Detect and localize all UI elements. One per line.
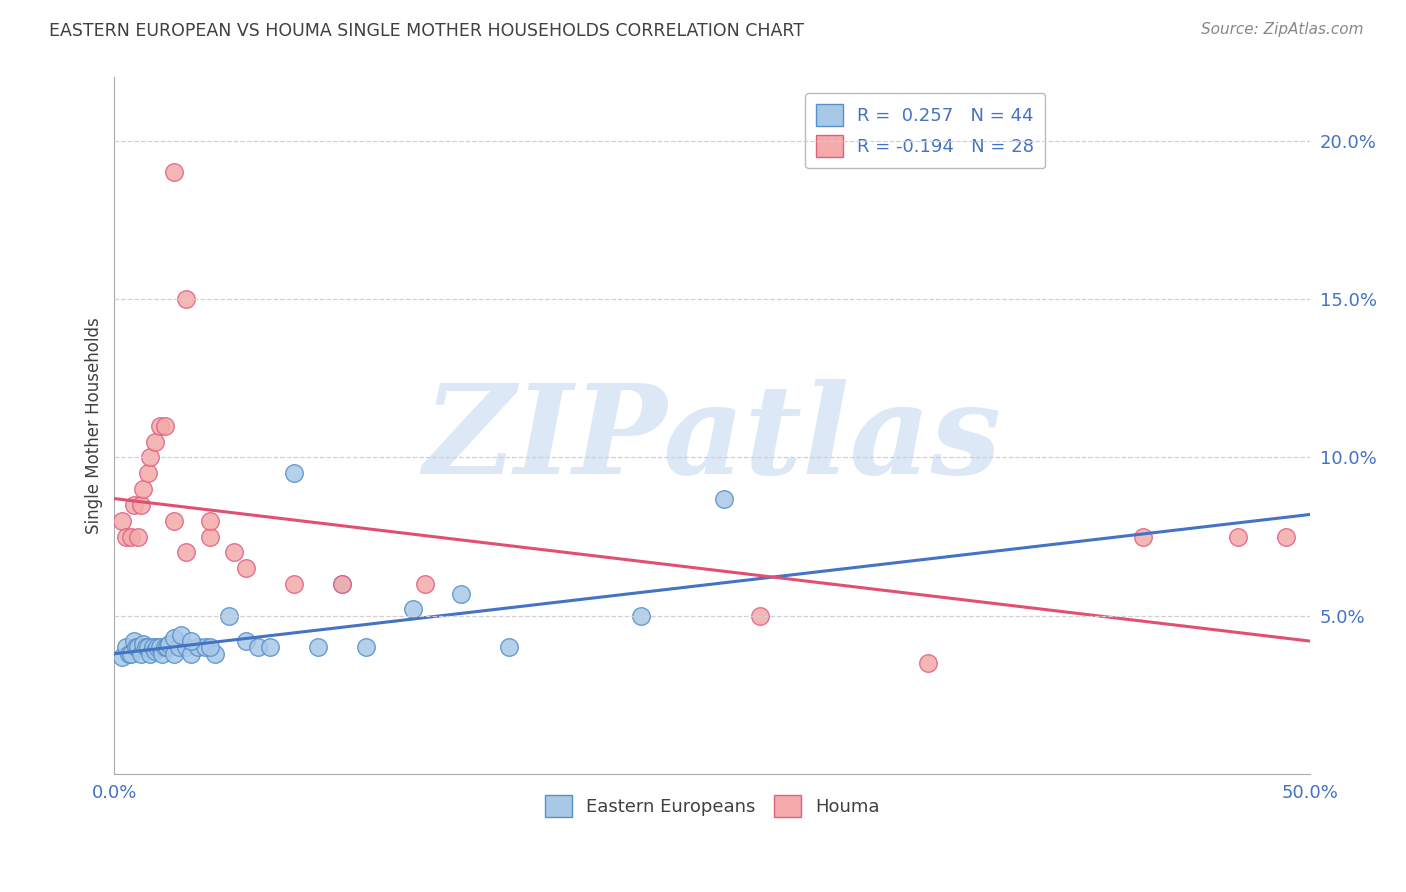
Point: [283, 467, 305, 481]
Point: [450, 586, 472, 600]
Point: [713, 491, 735, 506]
Point: [174, 545, 197, 559]
Point: [125, 640, 148, 655]
Point: [143, 434, 166, 449]
Point: [118, 647, 141, 661]
Point: [163, 647, 186, 661]
Point: [129, 647, 152, 661]
Text: Source: ZipAtlas.com: Source: ZipAtlas.com: [1201, 22, 1364, 37]
Point: [1132, 530, 1154, 544]
Point: [330, 577, 353, 591]
Legend: Eastern Europeans, Houma: Eastern Europeans, Houma: [537, 788, 887, 824]
Point: [142, 640, 165, 655]
Point: [235, 561, 257, 575]
Point: [136, 467, 159, 481]
Point: [156, 640, 179, 655]
Point: [246, 640, 269, 655]
Point: [153, 640, 176, 655]
Point: [122, 634, 145, 648]
Point: [132, 637, 155, 651]
Point: [149, 418, 172, 433]
Point: [235, 634, 257, 648]
Point: [157, 637, 180, 651]
Point: [174, 640, 197, 655]
Point: [917, 657, 939, 671]
Point: [150, 647, 173, 661]
Point: [174, 292, 197, 306]
Point: [283, 577, 305, 591]
Point: [187, 640, 209, 655]
Point: [198, 514, 221, 528]
Point: [122, 498, 145, 512]
Point: [163, 514, 186, 528]
Point: [115, 640, 138, 655]
Point: [120, 647, 142, 661]
Point: [143, 643, 166, 657]
Point: [194, 640, 217, 655]
Point: [134, 640, 156, 655]
Point: [749, 608, 772, 623]
Text: ZIPatlas: ZIPatlas: [423, 379, 1001, 500]
Point: [110, 649, 132, 664]
Point: [198, 530, 221, 544]
Point: [167, 640, 190, 655]
Point: [180, 647, 202, 661]
Point: [170, 628, 193, 642]
Point: [402, 602, 425, 616]
Point: [115, 530, 138, 544]
Point: [149, 640, 172, 655]
Point: [1227, 530, 1250, 544]
Point: [218, 608, 240, 623]
Point: [330, 577, 353, 591]
Y-axis label: Single Mother Households: Single Mother Households: [86, 318, 103, 534]
Point: [180, 634, 202, 648]
Point: [120, 530, 142, 544]
Point: [1275, 530, 1298, 544]
Point: [153, 418, 176, 433]
Point: [222, 545, 245, 559]
Point: [259, 640, 281, 655]
Text: EASTERN EUROPEAN VS HOUMA SINGLE MOTHER HOUSEHOLDS CORRELATION CHART: EASTERN EUROPEAN VS HOUMA SINGLE MOTHER …: [49, 22, 804, 40]
Point: [129, 498, 152, 512]
Point: [139, 450, 162, 465]
Point: [630, 608, 652, 623]
Point: [136, 640, 159, 655]
Point: [127, 530, 149, 544]
Point: [307, 640, 329, 655]
Point: [498, 640, 520, 655]
Point: [127, 640, 149, 655]
Point: [110, 514, 132, 528]
Point: [354, 640, 377, 655]
Point: [198, 640, 221, 655]
Point: [415, 577, 437, 591]
Point: [204, 647, 226, 661]
Point: [139, 647, 162, 661]
Point: [146, 640, 169, 655]
Point: [163, 165, 186, 179]
Point: [163, 631, 186, 645]
Point: [132, 482, 155, 496]
